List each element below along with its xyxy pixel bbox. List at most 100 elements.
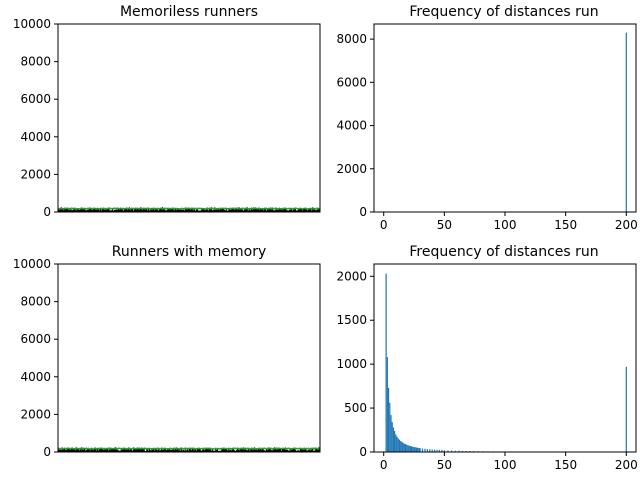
runner-point — [65, 207, 68, 212]
runner-point — [182, 210, 184, 212]
y-tick-label: 2000 — [336, 162, 367, 176]
finish-point — [212, 207, 214, 210]
finish-point — [187, 207, 189, 210]
finish-point — [102, 207, 104, 210]
runner-point — [205, 209, 207, 212]
finish-point — [300, 207, 302, 210]
finish-point — [286, 208, 288, 210]
runner-point — [285, 208, 287, 212]
runner-point — [187, 209, 189, 212]
runner-point — [299, 209, 301, 212]
runner-point — [111, 210, 113, 212]
runner-point — [168, 208, 171, 212]
runner-point — [216, 450, 218, 452]
runners-with-memory-title: Runners with memory — [112, 244, 266, 260]
runner-point — [161, 449, 163, 452]
finish-point — [249, 207, 251, 210]
runner-point — [202, 447, 205, 452]
finish-point — [143, 447, 145, 450]
runner-point — [64, 207, 66, 212]
runner-point — [71, 447, 73, 452]
runner-point — [80, 207, 82, 212]
finish-point — [163, 208, 165, 210]
runner-point — [251, 450, 254, 452]
finish-point — [257, 207, 260, 210]
finish-point — [228, 208, 230, 210]
finish-point — [213, 448, 215, 450]
runner-point — [147, 210, 149, 212]
memoriless-runners-panel: Memoriless runners 0 2000 4000 6000 8000 1000… — [13, 4, 321, 219]
runner-point — [62, 448, 64, 452]
runner-point — [209, 449, 212, 452]
finish-point — [106, 447, 108, 450]
finish-point — [187, 447, 189, 450]
runner-point — [144, 450, 146, 452]
histogram-bar — [411, 446, 413, 452]
runner-point — [258, 449, 261, 452]
runner-point — [147, 449, 149, 452]
runner-point — [132, 450, 134, 452]
finish-point — [181, 447, 183, 450]
distance-frequency-panel-bottom: Frequency of distances run 0 50 100 150 2000… — [336, 244, 637, 472]
runner-point — [120, 208, 123, 212]
histogram-bar — [395, 434, 397, 452]
finish-point — [114, 448, 116, 450]
runner-point — [77, 208, 79, 212]
runner-point — [303, 209, 305, 212]
runner-point — [302, 448, 304, 452]
runner-point — [266, 449, 268, 452]
runner-point — [68, 448, 70, 452]
finish-point — [238, 447, 240, 450]
runner-point — [232, 447, 234, 452]
finish-point — [198, 447, 200, 450]
runner-point — [295, 210, 297, 212]
finish-point — [108, 207, 110, 210]
runner-point — [233, 449, 235, 452]
axes-frame — [373, 263, 637, 453]
finish-point — [160, 207, 162, 210]
runner-point — [289, 448, 291, 452]
finish-point — [151, 447, 153, 450]
runner-point — [212, 450, 214, 452]
runner-point — [87, 448, 89, 452]
finish-point — [67, 447, 69, 450]
runner-point — [131, 207, 133, 212]
runner-point — [143, 447, 145, 452]
finish-point — [281, 447, 283, 450]
runner-point — [288, 210, 290, 212]
finish-point — [178, 208, 180, 210]
finish-point — [122, 207, 124, 210]
runner-point — [126, 448, 128, 452]
runner-point — [301, 449, 303, 452]
runner-point — [202, 449, 204, 452]
runner-point — [125, 449, 127, 452]
finish-point — [248, 208, 250, 210]
finish-point — [182, 207, 184, 210]
runner-point — [169, 208, 171, 212]
runner-point — [148, 448, 151, 452]
runner-point — [58, 209, 61, 212]
finish-point — [78, 208, 81, 210]
runner-point — [242, 449, 244, 452]
runner-point — [128, 450, 130, 452]
finish-point — [132, 447, 134, 450]
runner-point — [59, 208, 61, 212]
finish-point — [221, 207, 223, 210]
runner-point — [300, 208, 302, 212]
histogram-bar — [390, 415, 392, 452]
runner-point — [286, 449, 289, 452]
finish-point — [243, 207, 245, 210]
finish-point — [82, 447, 84, 450]
runner-point — [100, 210, 102, 212]
runner-point — [287, 450, 289, 452]
runner-point — [125, 209, 127, 212]
finish-point — [242, 447, 244, 450]
runner-point — [199, 210, 201, 212]
finish-point — [292, 207, 294, 210]
runner-point — [307, 208, 309, 212]
finish-point — [163, 447, 165, 450]
finish-point — [154, 448, 157, 450]
runner-point — [173, 208, 175, 212]
finish-point — [259, 207, 261, 210]
runner-point — [302, 207, 304, 212]
